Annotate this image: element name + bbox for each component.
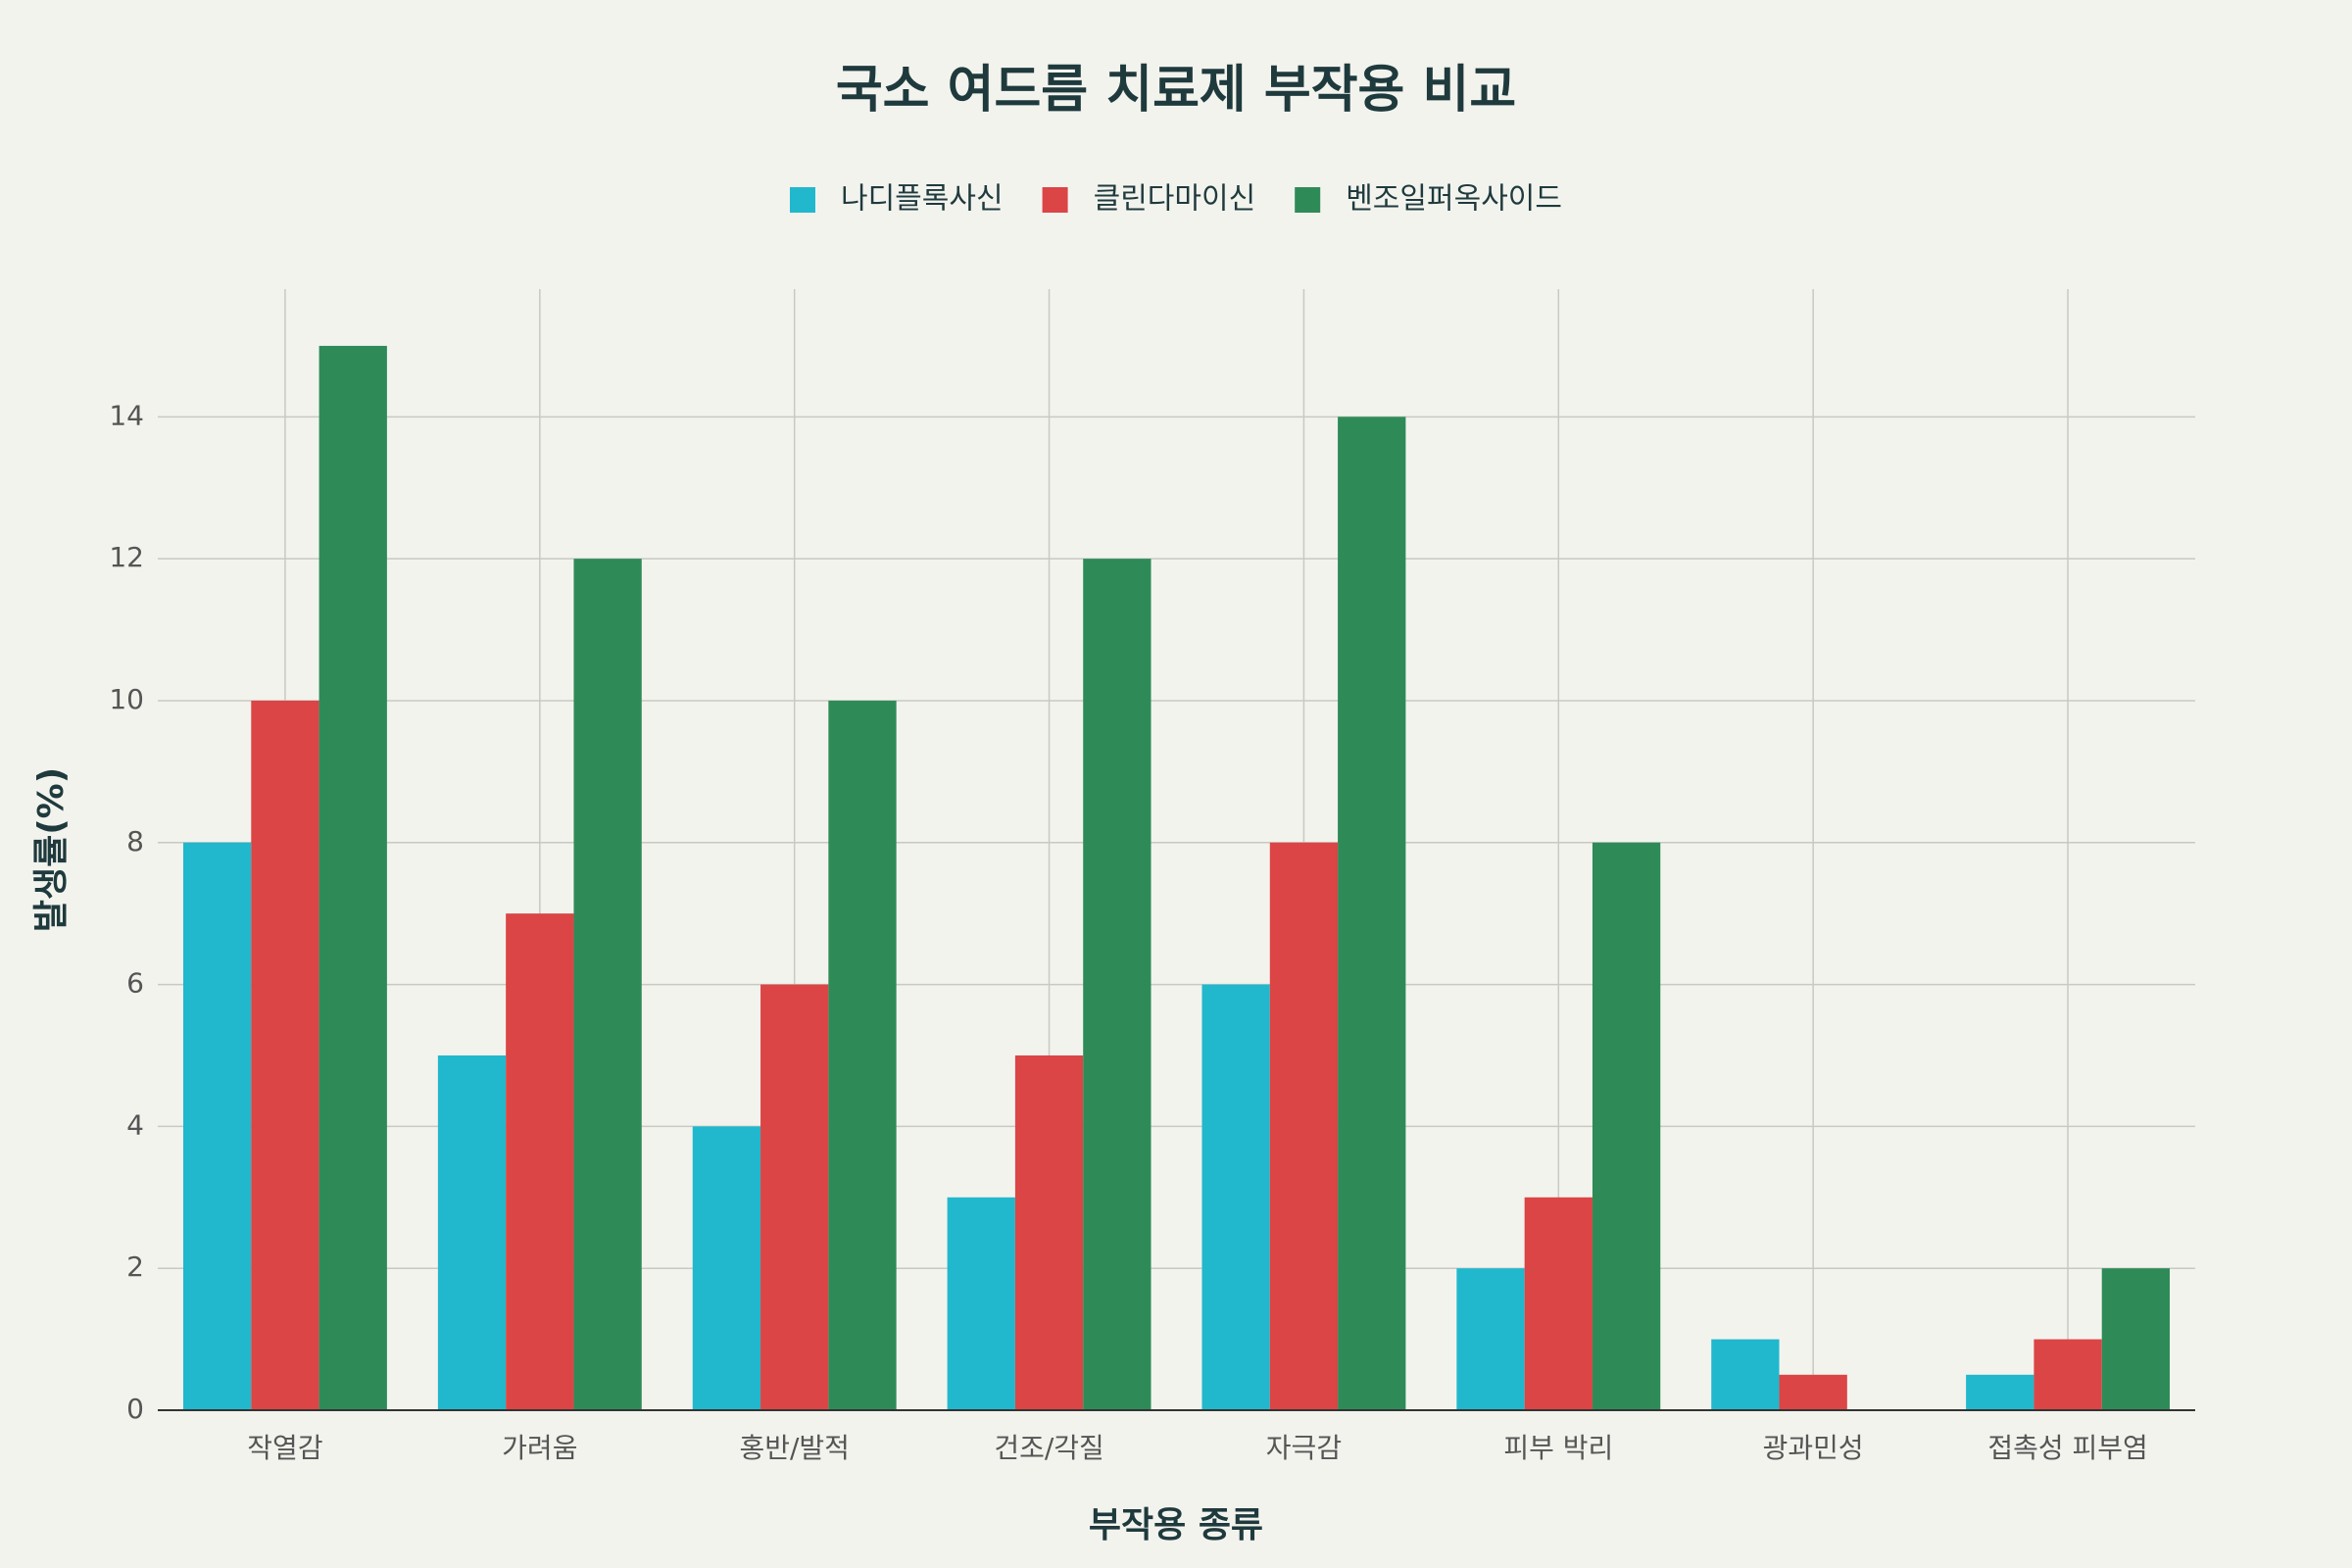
bar [318, 345, 387, 1410]
x-axis-label: 부작용 종류 [1089, 1505, 1263, 1545]
legend-swatch [789, 187, 815, 213]
bar [2101, 1268, 2171, 1410]
bar [760, 984, 829, 1410]
legend-swatch [1295, 187, 1321, 213]
bar [1524, 1197, 1592, 1410]
bar [1779, 1374, 1847, 1410]
bar [1456, 1268, 1525, 1410]
bar [506, 913, 574, 1410]
y-tick-label: 2 [126, 1250, 144, 1283]
x-tick-label: 자극감 [1266, 1432, 1342, 1464]
bar [2034, 1339, 2102, 1410]
y-axis-label: 발생률(%) [31, 767, 72, 932]
y-tick-label: 8 [126, 825, 144, 858]
legend: 나디플록사신 클린다마이신 벤조일퍼옥사이드 [789, 182, 1562, 217]
x-tick-label: 작열감 [247, 1432, 322, 1464]
x-tick-label: 피부 박리 [1503, 1432, 1613, 1464]
bar [251, 700, 319, 1410]
x-tick-label: 건조/각질 [994, 1432, 1103, 1464]
y-tick-label: 4 [126, 1108, 144, 1141]
bar [1711, 1339, 1780, 1410]
bar [573, 559, 642, 1410]
legend-label: 벤조일퍼옥사이드 [1346, 182, 1562, 217]
x-tick-label: 홍반/발적 [739, 1432, 849, 1464]
legend-label: 나디플록사신 [841, 182, 1004, 217]
y-tick-label: 6 [126, 967, 144, 1000]
bar [1592, 842, 1661, 1410]
bar [1201, 984, 1270, 1410]
x-tick-label: 접촉성 피부염 [1987, 1432, 2147, 1464]
bar [182, 842, 252, 1410]
y-tick-label: 14 [109, 399, 144, 431]
bar [828, 700, 897, 1410]
bar [1338, 416, 1406, 1410]
bar [692, 1126, 761, 1410]
bar [947, 1197, 1015, 1410]
bar [437, 1054, 507, 1410]
x-tick-label: 가려움 [502, 1432, 577, 1464]
y-tick-label: 0 [126, 1393, 144, 1425]
bar [1014, 1054, 1084, 1410]
y-tick-label: 10 [109, 683, 144, 715]
bar [1269, 842, 1339, 1410]
chart-title: 국소 여드름 치료제 부작용 비교 [836, 61, 1516, 120]
legend-swatch [1042, 187, 1068, 213]
x-tick-label: 광과민성 [1763, 1432, 1864, 1464]
y-tick-label: 12 [109, 541, 144, 573]
bar [1966, 1374, 2034, 1410]
bar [1083, 559, 1152, 1410]
legend-label: 클린다마이신 [1094, 182, 1256, 217]
